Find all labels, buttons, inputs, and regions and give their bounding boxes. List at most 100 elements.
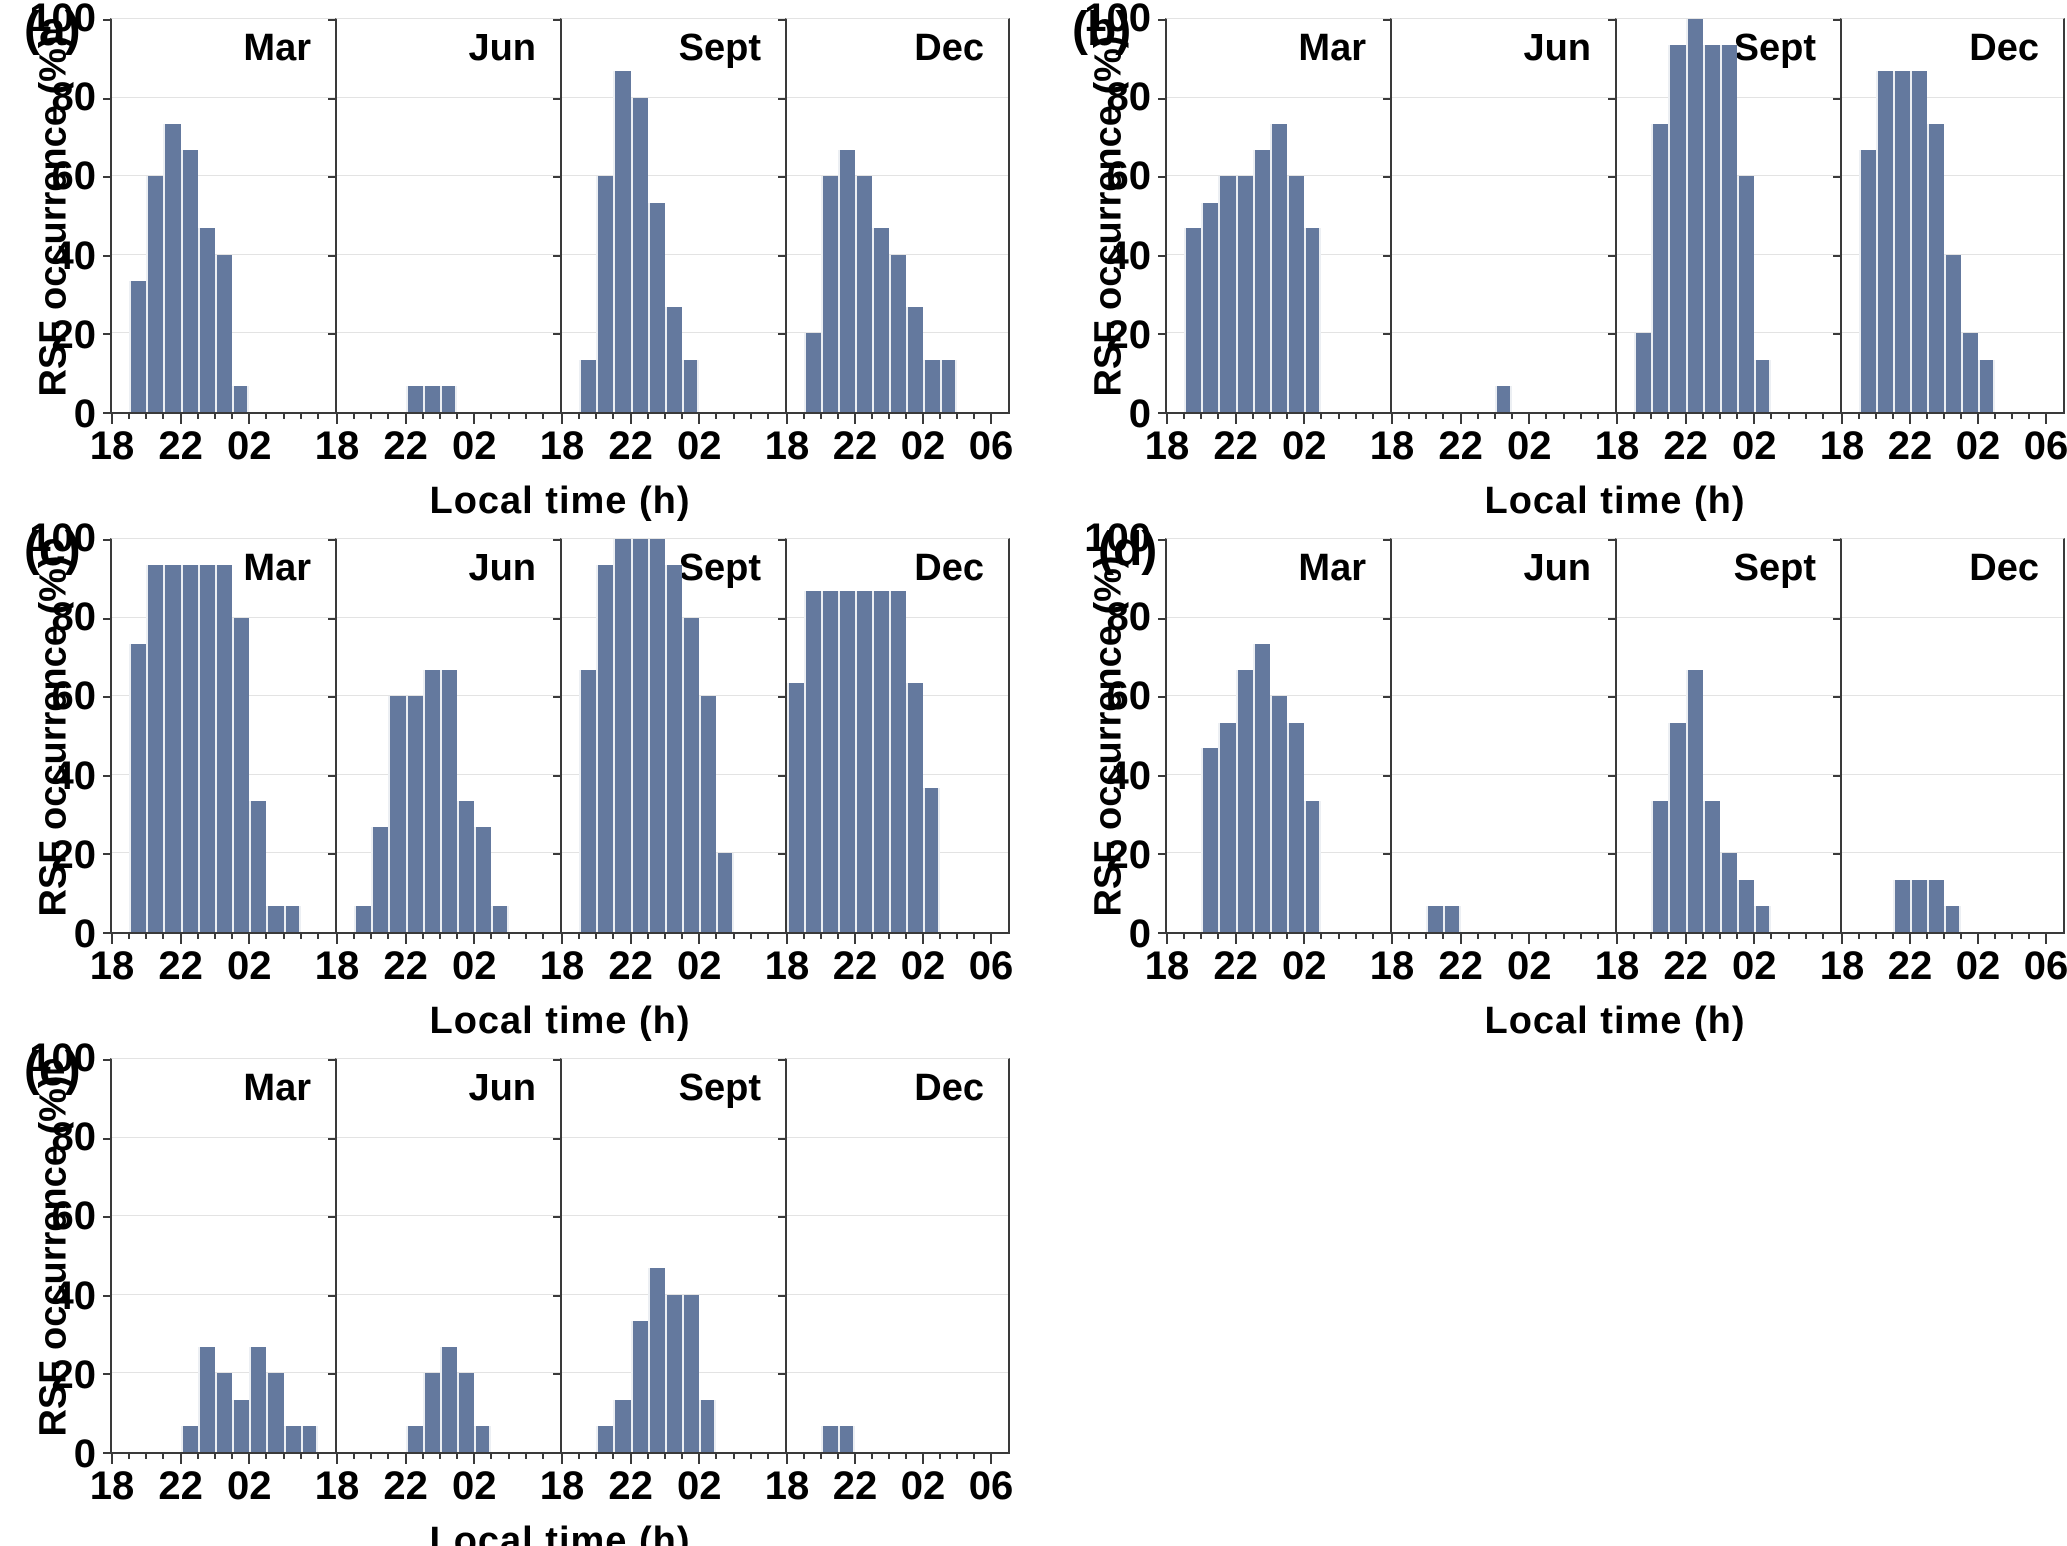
month-label-dec: Dec: [1969, 27, 2039, 69]
x-tick: [973, 414, 975, 419]
x-tick: [1684, 414, 1687, 424]
y-tick-label: 80: [51, 75, 97, 120]
x-tick: [1736, 934, 1739, 939]
gridline: [337, 1215, 560, 1217]
gridline: [562, 1136, 785, 1138]
y-tick: [103, 1059, 110, 1061]
y-tick: [778, 97, 785, 100]
x-tick: [1268, 934, 1271, 939]
x-tick: [1493, 414, 1496, 419]
x-tick: [1684, 934, 1687, 944]
x-tick: [1993, 414, 1996, 419]
x-tick: [1234, 414, 1237, 424]
x-tick-label: 02: [676, 944, 722, 988]
gridline: [337, 1136, 560, 1138]
bar: [354, 905, 372, 932]
x-tick: [456, 1454, 459, 1459]
panel-label-c: (c): [24, 523, 81, 576]
bar: [787, 683, 804, 932]
x-tick: [1804, 414, 1807, 419]
x-tick: [231, 414, 234, 419]
y-tick: [778, 932, 785, 934]
x-tick: [2011, 414, 2013, 419]
bar: [579, 359, 597, 412]
x-tick: [629, 414, 632, 424]
x-tick: [111, 414, 113, 424]
x-tick: [1217, 414, 1220, 419]
x-axis-title: Local time (h): [1484, 480, 1746, 522]
subpanel-d-dec: 18 22 02 06 Dec: [1820, 538, 2067, 986]
x-tick: [421, 414, 424, 419]
bar: [1685, 669, 1703, 932]
x-tick: [837, 414, 839, 419]
x-tick: [1303, 414, 1306, 424]
y-tick: [103, 1216, 110, 1219]
x-tick: [438, 934, 441, 939]
bar: [1634, 333, 1652, 412]
x-tick-label: 18: [1594, 944, 1640, 988]
y-tick: [328, 932, 335, 934]
x-tick-label: 02: [1281, 944, 1327, 988]
gridline: [787, 1215, 1008, 1217]
x-tick: [646, 414, 649, 419]
bar: [647, 539, 665, 932]
month-label-sept: Sept: [1733, 27, 1816, 69]
x-tick: [507, 1454, 510, 1459]
x-tick-label: 06: [2023, 944, 2067, 988]
bar: [1218, 722, 1236, 932]
x-tick-label: 22: [158, 1464, 203, 1508]
y-tick-label: 80: [51, 1115, 97, 1160]
x-tick: [853, 1454, 856, 1464]
bar: [1719, 45, 1738, 412]
bar: [1944, 254, 1961, 412]
x-tick: [316, 934, 319, 939]
bar: [647, 202, 665, 412]
bar: [1426, 905, 1444, 932]
x-tick: [1442, 414, 1445, 419]
y-tick: [1158, 932, 1165, 934]
x-tick: [904, 414, 907, 419]
subpanel-e-mar: 18 22 02 Mar: [90, 1058, 335, 1506]
x-tick: [1562, 934, 1565, 939]
bar: [422, 1373, 440, 1452]
x-tick: [612, 1454, 615, 1459]
y-tick-label: 20: [51, 1352, 97, 1397]
subpanel-e-jun: 18 22 02 Jun: [315, 1058, 560, 1506]
x-tick: [490, 934, 493, 939]
x-tick: [370, 1454, 373, 1459]
x-tick: [1892, 934, 1894, 939]
bar: [613, 71, 631, 412]
bar: [129, 643, 147, 932]
x-tick: [1841, 414, 1843, 424]
y-tick: [328, 97, 335, 100]
bar: [889, 254, 906, 412]
x-tick: [282, 1454, 285, 1459]
x-tick-label: 22: [383, 424, 428, 468]
y-tick-label: 80: [1106, 75, 1152, 120]
x-tick: [578, 934, 581, 939]
y-tick: [1608, 932, 1615, 934]
subpanel-c-sept: 18 22 02 Sept: [540, 538, 785, 986]
x-tick-label: 22: [383, 944, 428, 988]
bar: [214, 254, 233, 412]
y-tick: [1158, 254, 1165, 257]
bar: [1304, 228, 1322, 412]
x-tick: [578, 1454, 581, 1459]
bar: [422, 385, 440, 412]
gridline: [1392, 332, 1615, 334]
y-tick: [328, 176, 335, 179]
x-tick: [1650, 414, 1653, 419]
x-tick: [2028, 934, 2030, 939]
y-tick: [103, 97, 110, 100]
x-tick: [387, 934, 390, 939]
x-tick: [766, 934, 769, 939]
y-tick: [778, 1137, 785, 1140]
bar: [804, 591, 821, 932]
bar: [596, 176, 614, 412]
x-tick: [1183, 934, 1186, 939]
bar: [664, 1294, 683, 1452]
bar: [855, 176, 872, 412]
x-tick: [663, 1454, 666, 1459]
x-tick: [336, 1454, 338, 1464]
x-axis-title: Local time (h): [1484, 1000, 1746, 1042]
